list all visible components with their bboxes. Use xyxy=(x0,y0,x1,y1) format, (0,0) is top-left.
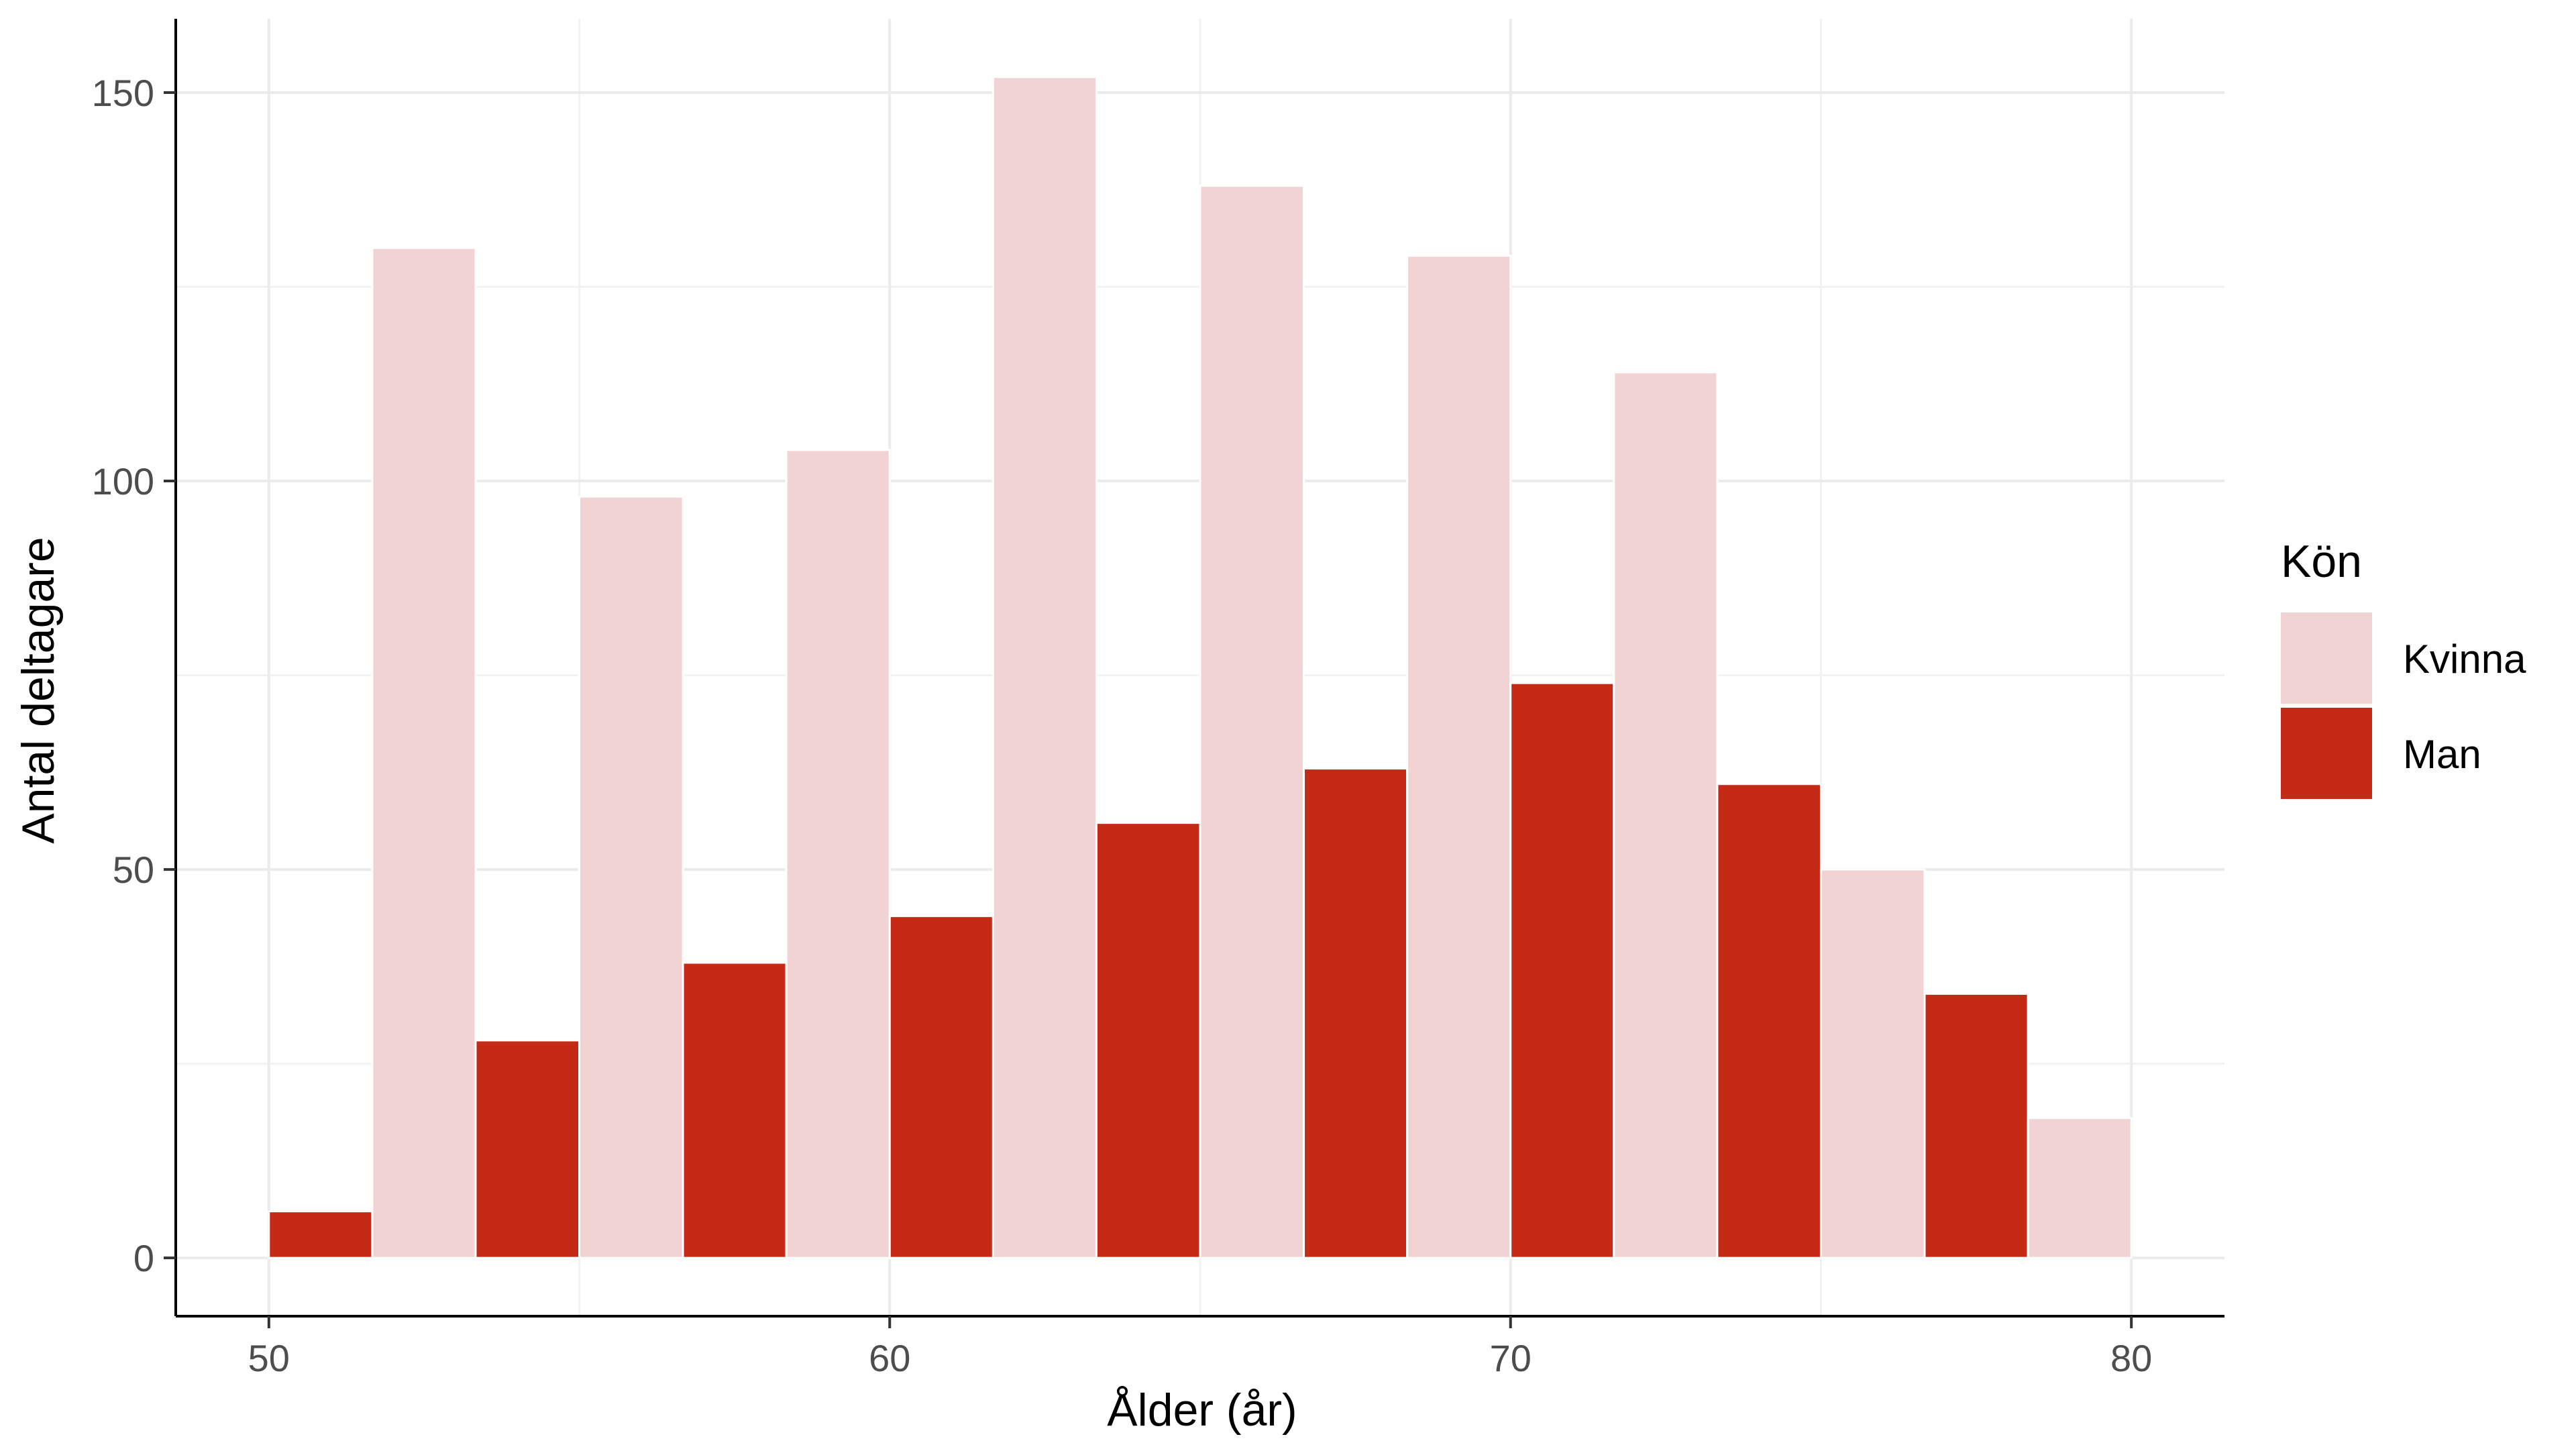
bar-kvinna xyxy=(1819,868,1926,1259)
bar-kvinna xyxy=(1613,371,1719,1259)
x-tick-label: 80 xyxy=(2110,1337,2152,1379)
bar-man xyxy=(1923,992,2029,1259)
legend-label-man: Man xyxy=(2403,732,2481,777)
y-tick-label: 0 xyxy=(133,1237,154,1279)
bar-kvinna xyxy=(578,495,684,1259)
bar-kvinna xyxy=(1406,254,1512,1259)
legend-title: Kön xyxy=(2281,536,2362,587)
tick-labels: 0 50 100 150 50 60 70 80 xyxy=(92,72,2153,1379)
legend-label-kvinna: Kvinna xyxy=(2403,637,2526,682)
bar-kvinna xyxy=(991,76,1097,1259)
axes xyxy=(164,19,2224,1328)
bar-man xyxy=(474,1039,581,1259)
bars xyxy=(268,76,2133,1259)
y-tick-label: 100 xyxy=(92,460,154,502)
bar-man xyxy=(888,915,994,1259)
bar-man xyxy=(1509,682,1615,1259)
legend-key-kvinna xyxy=(2281,612,2372,704)
x-axis-title: Ålder (år) xyxy=(1107,1385,1297,1436)
bar-man xyxy=(682,961,788,1259)
x-tick-label: 60 xyxy=(869,1337,910,1379)
y-tick-label: 150 xyxy=(92,72,154,114)
x-tick-label: 50 xyxy=(248,1337,290,1379)
bar-kvinna xyxy=(785,449,891,1259)
bar-man xyxy=(1095,822,1201,1259)
bar-kvinna xyxy=(2027,1117,2133,1259)
bar-man xyxy=(1716,783,1822,1259)
y-axis-title: Antal deltagare xyxy=(13,537,64,843)
y-tick-label: 50 xyxy=(113,849,154,891)
bar-kvinna xyxy=(371,247,477,1259)
legend-key-man xyxy=(2281,708,2372,799)
bar-man xyxy=(268,1210,374,1259)
legend: Kön Kvinna Man xyxy=(2281,536,2526,799)
bar-kvinna xyxy=(1199,184,1305,1259)
x-tick-label: 70 xyxy=(1490,1337,1532,1379)
bar-man xyxy=(1303,767,1409,1259)
